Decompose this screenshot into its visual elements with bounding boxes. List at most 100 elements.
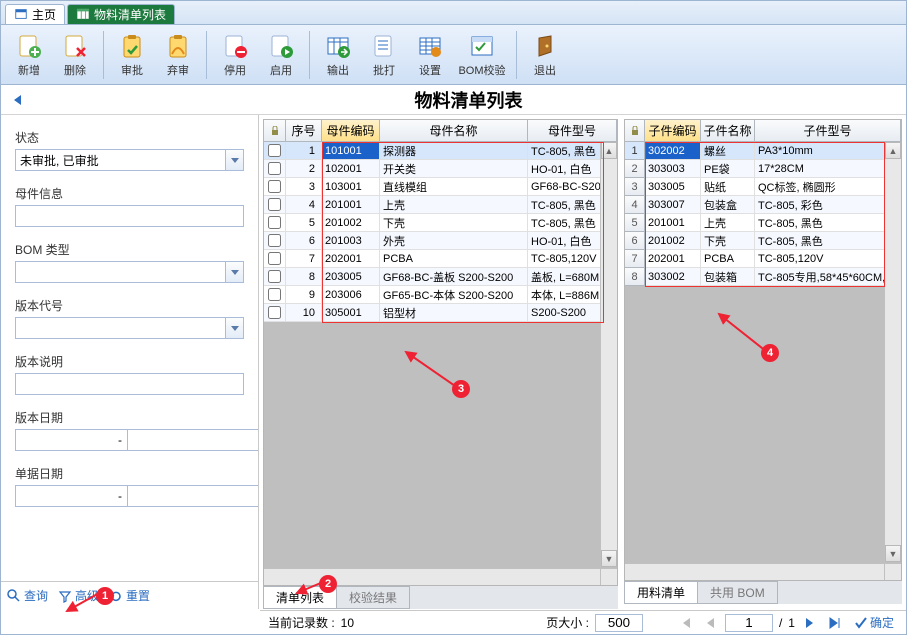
doc-date-to[interactable] xyxy=(127,485,258,507)
total-pages: 1 xyxy=(788,616,795,630)
table-row[interactable]: 3103001直线模组GF68-BC-S200 xyxy=(264,178,617,196)
version-code-input[interactable] xyxy=(15,317,226,339)
table-row[interactable]: 2303003PE袋17*28CM xyxy=(625,160,901,178)
col-child-code[interactable]: 子件编码 xyxy=(645,120,701,141)
document-tabs: 主页 物料清单列表 xyxy=(1,1,906,25)
col-parent-code[interactable]: 母件编码 xyxy=(322,120,380,141)
approve-icon xyxy=(118,32,146,60)
table-row[interactable]: 10305001铝型材S200-S200 xyxy=(264,304,617,322)
right-vscroll[interactable]: ▲▼ xyxy=(884,142,901,562)
approve-button[interactable]: 审批 xyxy=(110,28,154,82)
col-child-name[interactable]: 子件名称 xyxy=(701,120,755,141)
row-checkbox[interactable] xyxy=(268,234,281,247)
lock-column-r xyxy=(625,120,645,141)
parent-info-input[interactable] xyxy=(15,205,244,227)
version-desc-label: 版本说明 xyxy=(15,353,244,370)
tab-bom-list[interactable]: 物料清单列表 xyxy=(67,4,175,24)
tab-shared-bom[interactable]: 共用 BOM xyxy=(697,581,778,604)
doc-date-label: 单据日期 xyxy=(15,465,244,482)
row-checkbox[interactable] xyxy=(268,216,281,229)
table-row[interactable]: 2102001开关类HO-01, 白色 xyxy=(264,160,617,178)
version-date-to[interactable] xyxy=(127,429,258,451)
row-checkbox[interactable] xyxy=(268,288,281,301)
nav-last-page[interactable] xyxy=(825,617,845,629)
delete-button[interactable]: 删除 xyxy=(53,28,97,82)
left-vscroll[interactable]: ▲▼ xyxy=(600,142,617,567)
lock-column xyxy=(264,120,286,141)
query-button[interactable]: 查询 xyxy=(7,587,48,604)
table-row[interactable]: 7202001PCBATC-805,120V xyxy=(625,250,901,268)
home-icon xyxy=(14,7,28,21)
reset-button[interactable]: 重置 xyxy=(109,587,150,604)
page-size-input[interactable] xyxy=(595,614,643,632)
exit-icon xyxy=(531,32,559,60)
version-desc-input[interactable] xyxy=(15,373,244,395)
tab-list-label: 物料清单列表 xyxy=(94,6,166,23)
version-code-dropdown[interactable] xyxy=(226,317,244,339)
nav-next-page[interactable] xyxy=(801,617,819,629)
export-icon xyxy=(324,32,352,60)
row-checkbox[interactable] xyxy=(268,306,281,319)
bom-type-dropdown[interactable] xyxy=(226,261,244,283)
abandon-button[interactable]: 弃审 xyxy=(156,28,200,82)
nav-prev-page[interactable] xyxy=(701,617,719,629)
table-row[interactable]: 7202001PCBATC-805,120V xyxy=(264,250,617,268)
table-row[interactable]: 4201001上壳TC-805, 黑色 xyxy=(264,196,617,214)
tab-material-list[interactable]: 用料清单 xyxy=(624,581,698,604)
page-input[interactable] xyxy=(725,614,773,632)
nav-first-button[interactable] xyxy=(1,85,31,115)
table-row[interactable]: 6201002下壳TC-805, 黑色 xyxy=(625,232,901,250)
table-row[interactable]: 9203006GF65-BC-本体 S200-S200本体, L=886MM xyxy=(264,286,617,304)
batch-print-button[interactable]: 批打 xyxy=(362,28,406,82)
col-child-model[interactable]: 子件型号 xyxy=(755,120,901,141)
advanced-button[interactable]: 高级 xyxy=(58,587,99,604)
add-icon xyxy=(15,32,43,60)
col-parent-model[interactable]: 母件型号 xyxy=(528,120,617,141)
status-input[interactable] xyxy=(15,149,226,171)
table-row[interactable]: 6201003外壳HO-01, 白色 xyxy=(264,232,617,250)
add-button[interactable]: 新增 xyxy=(7,28,51,82)
row-checkbox[interactable] xyxy=(268,270,281,283)
nav-first-page[interactable] xyxy=(675,617,695,629)
page-title: 物料清单列表 xyxy=(31,87,906,113)
enable-button[interactable]: 启用 xyxy=(259,28,303,82)
export-button[interactable]: 输出 xyxy=(316,28,360,82)
enable-icon xyxy=(267,32,295,60)
table-row[interactable]: 3303005贴纸QC标签, 椭圆形 xyxy=(625,178,901,196)
tab-list-view[interactable]: 清单列表 xyxy=(263,586,337,609)
row-checkbox[interactable] xyxy=(268,198,281,211)
record-count: 10 xyxy=(341,616,354,630)
disable-button[interactable]: 停用 xyxy=(213,28,257,82)
bom-type-input[interactable] xyxy=(15,261,226,283)
row-checkbox[interactable] xyxy=(268,252,281,265)
title-bar: 物料清单列表 xyxy=(1,85,906,115)
table-row[interactable]: 4303007包装盒TC-805, 彩色 xyxy=(625,196,901,214)
bom-check-button[interactable]: BOM校验 xyxy=(454,28,510,82)
settings-icon xyxy=(416,32,444,60)
child-grid: 子件编码 子件名称 子件型号 1302002螺丝PA3*10mm2303003P… xyxy=(624,119,902,581)
exit-button[interactable]: 退出 xyxy=(523,28,567,82)
main-toolbar: 新增 删除 审批 弃审 停用 启用 输出 批打 设置 BOM校验 退出 xyxy=(1,25,906,85)
table-row[interactable]: 5201001上壳TC-805, 黑色 xyxy=(625,214,901,232)
col-parent-name[interactable]: 母件名称 xyxy=(380,120,528,141)
col-seq[interactable]: 序号 xyxy=(286,120,322,141)
table-row[interactable]: 5201002下壳TC-805, 黑色 xyxy=(264,214,617,232)
row-checkbox[interactable] xyxy=(268,144,281,157)
left-hscroll[interactable] xyxy=(264,568,600,585)
table-row[interactable]: 8303002包装箱TC-805专用,58*45*60CM, 土 xyxy=(625,268,901,286)
tab-check-result[interactable]: 校验结果 xyxy=(336,586,410,609)
table-row[interactable]: 1101001探测器TC-805, 黑色 xyxy=(264,142,617,160)
bom-type-label: BOM 类型 xyxy=(15,241,244,258)
row-checkbox[interactable] xyxy=(268,162,281,175)
table-row[interactable]: 8203005GF68-BC-盖板 S200-S200盖板, L=680MM xyxy=(264,268,617,286)
confirm-button[interactable]: 确定 xyxy=(851,614,898,631)
settings-button[interactable]: 设置 xyxy=(408,28,452,82)
status-dropdown[interactable] xyxy=(226,149,244,171)
table-row[interactable]: 1302002螺丝PA3*10mm xyxy=(625,142,901,160)
right-hscroll[interactable] xyxy=(625,563,884,580)
row-checkbox[interactable] xyxy=(268,180,281,193)
version-date-label: 版本日期 xyxy=(15,409,244,426)
filter-sidebar: 状态 母件信息 BOM 类型 版本代号 xyxy=(1,115,259,609)
tab-home[interactable]: 主页 xyxy=(5,4,65,24)
disable-icon xyxy=(221,32,249,60)
